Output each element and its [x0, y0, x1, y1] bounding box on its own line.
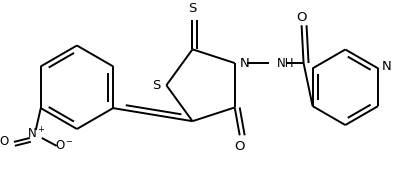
Text: NH: NH: [277, 57, 294, 70]
Text: S: S: [152, 79, 161, 92]
Text: N: N: [240, 57, 250, 70]
Text: S: S: [188, 2, 197, 15]
Text: O: O: [296, 11, 307, 24]
Text: N: N: [382, 60, 392, 73]
Text: N$^+$: N$^+$: [26, 126, 45, 142]
Text: O: O: [234, 140, 245, 153]
Text: O$^-$: O$^-$: [55, 139, 74, 152]
Text: O: O: [0, 135, 9, 149]
